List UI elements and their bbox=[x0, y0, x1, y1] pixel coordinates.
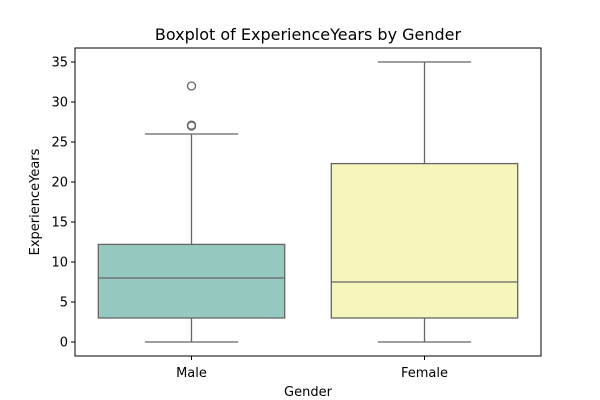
x-axis-label: Gender bbox=[284, 385, 333, 400]
y-tick-label: 30 bbox=[51, 96, 68, 111]
y-tick-label: 35 bbox=[51, 56, 68, 71]
plot-frame bbox=[74, 47, 542, 357]
outlier-male bbox=[186, 120, 197, 130]
box-iqr-male bbox=[97, 243, 286, 319]
chart-title: Boxplot of ExperienceYears by Gender bbox=[155, 25, 462, 44]
y-axis-label: ExperienceYears bbox=[28, 148, 43, 255]
outlier-male bbox=[186, 81, 197, 91]
y-tick-label: 5 bbox=[60, 296, 68, 311]
y-tick-label: 25 bbox=[51, 136, 68, 151]
y-tick-label: 15 bbox=[51, 216, 68, 231]
x-tick-label-female: Female bbox=[401, 366, 448, 381]
y-tick-label: 0 bbox=[60, 336, 68, 351]
plot-area bbox=[97, 61, 519, 343]
x-tick-label-male: Male bbox=[176, 366, 207, 381]
axes: Male Female 0 5 10 15 20 25 30 35 bbox=[51, 56, 448, 382]
y-tick-label: 10 bbox=[51, 256, 68, 271]
y-tick-label: 20 bbox=[51, 176, 68, 191]
box-iqr-female bbox=[330, 162, 519, 319]
box-male bbox=[97, 81, 286, 343]
box-female bbox=[330, 61, 519, 343]
